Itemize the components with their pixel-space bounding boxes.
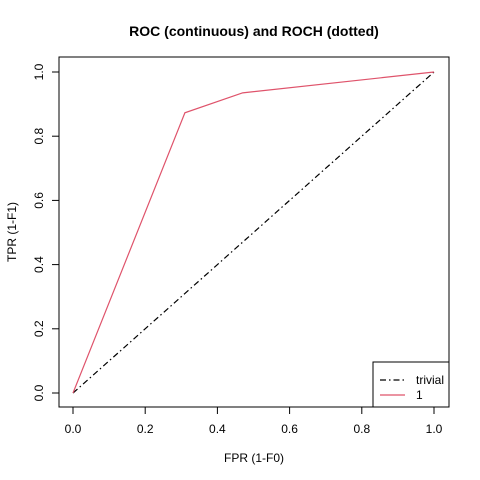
chart-title: ROC (continuous) and ROCH (dotted) — [129, 23, 379, 39]
legend-box — [372, 361, 450, 408]
x-axis: 0.0 0.2 0.4 0.6 0.8 1.0 — [65, 406, 443, 436]
x-tick-label: 0.4 — [209, 422, 226, 436]
y-tick-label: 1.0 — [32, 63, 46, 80]
y-tick-label: 0.8 — [32, 128, 46, 145]
y-tick-label: 0.2 — [32, 320, 46, 337]
x-tick-label: 0.8 — [353, 422, 370, 436]
y-tick-label: 0.6 — [32, 192, 46, 209]
y-tick-label: 0.0 — [32, 384, 46, 401]
y-axis: 0.0 0.2 0.4 0.6 0.8 1.0 — [32, 63, 60, 401]
series-line-1 — [72, 71, 435, 394]
legend-label-1: 1 — [416, 388, 423, 402]
y-axis-label: TPR (1-F1) — [5, 202, 19, 262]
x-tick-label: 0.2 — [137, 422, 154, 436]
x-axis-label: FPR (1-F0) — [224, 451, 284, 465]
plot-frame — [58, 56, 450, 408]
series-line-0 — [72, 71, 435, 394]
x-tick-label: 0.0 — [65, 422, 82, 436]
y-tick-label: 0.4 — [32, 256, 46, 273]
x-tick-label: 0.6 — [281, 422, 298, 436]
series-layer — [72, 71, 435, 394]
legend-label-0: trivial — [416, 373, 444, 387]
x-tick-label: 1.0 — [426, 422, 443, 436]
